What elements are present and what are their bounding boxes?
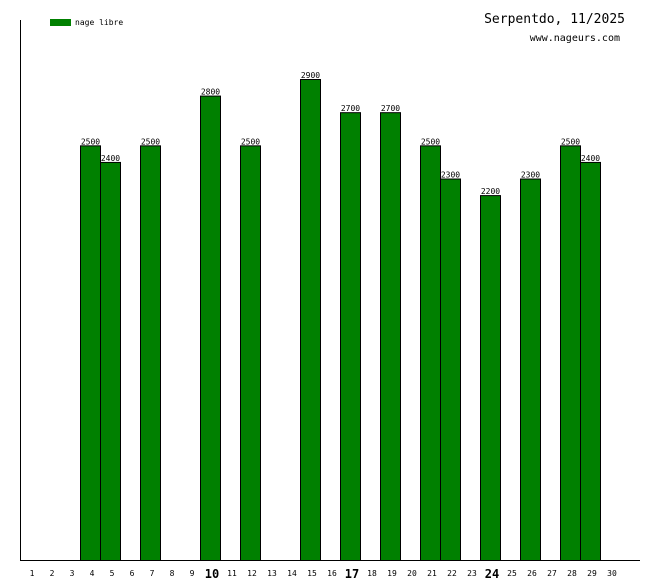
x-tick-label: 2	[50, 569, 55, 578]
x-tick-label: 13	[267, 569, 277, 578]
x-tick-label: 11	[227, 569, 237, 578]
x-tick-label: 23	[467, 569, 477, 578]
bar	[440, 178, 461, 561]
x-tick-label: 6	[130, 569, 135, 578]
data-label: 2900	[301, 71, 320, 80]
bar	[520, 178, 541, 561]
bar	[240, 145, 261, 562]
data-label: 2700	[341, 104, 360, 113]
bar	[300, 79, 321, 561]
x-tick-label: 22	[447, 569, 457, 578]
data-label: 2300	[441, 171, 460, 180]
data-label: 2200	[481, 187, 500, 196]
bar	[560, 145, 581, 562]
data-label: 2400	[581, 154, 600, 163]
data-label: 2800	[201, 88, 220, 97]
bar	[100, 161, 121, 561]
x-tick-label: 17	[345, 567, 359, 580]
x-tick-label: 3	[70, 569, 75, 578]
chart-subtitle: www.nageurs.com	[530, 33, 620, 44]
x-tick-label: 9	[190, 569, 195, 578]
x-tick-label: 5	[110, 569, 115, 578]
x-tick-label: 19	[387, 569, 397, 578]
x-tick-label: 18	[367, 569, 377, 578]
x-tick-label: 28	[567, 569, 577, 578]
data-label: 2400	[101, 154, 120, 163]
x-tick-label: 16	[327, 569, 337, 578]
chart-title: Serpentdo, 11/2025	[484, 12, 625, 27]
x-tick-label: 26	[527, 569, 537, 578]
x-tick-label: 30	[607, 569, 617, 578]
x-tick-label: 14	[287, 569, 297, 578]
x-tick-label: 20	[407, 569, 417, 578]
bar	[200, 95, 221, 561]
legend-label: nage libre	[75, 18, 123, 27]
bar	[480, 195, 501, 561]
x-tick-label: 12	[247, 569, 257, 578]
bar	[580, 161, 601, 561]
x-tick-label: 8	[170, 569, 175, 578]
x-tick-label: 1	[30, 569, 35, 578]
data-label: 2300	[521, 171, 540, 180]
bar	[80, 145, 101, 562]
data-label: 2500	[421, 137, 440, 146]
bar	[340, 112, 361, 561]
x-tick-label: 15	[307, 569, 317, 578]
data-label: 2500	[81, 137, 100, 146]
x-tick-label: 10	[205, 567, 219, 580]
x-tick-label: 24	[485, 567, 499, 580]
bar	[420, 145, 441, 562]
x-tick-label: 21	[427, 569, 437, 578]
data-label: 2500	[241, 137, 260, 146]
x-tick-label: 7	[150, 569, 155, 578]
data-label: 2500	[561, 137, 580, 146]
x-tick-label: 4	[90, 569, 95, 578]
legend-swatch	[50, 19, 71, 26]
bar	[140, 145, 161, 562]
data-label: 2500	[141, 137, 160, 146]
x-tick-label: 29	[587, 569, 597, 578]
data-label: 2700	[381, 104, 400, 113]
bar	[380, 112, 401, 561]
x-tick-label: 27	[547, 569, 557, 578]
x-tick-label: 25	[507, 569, 517, 578]
